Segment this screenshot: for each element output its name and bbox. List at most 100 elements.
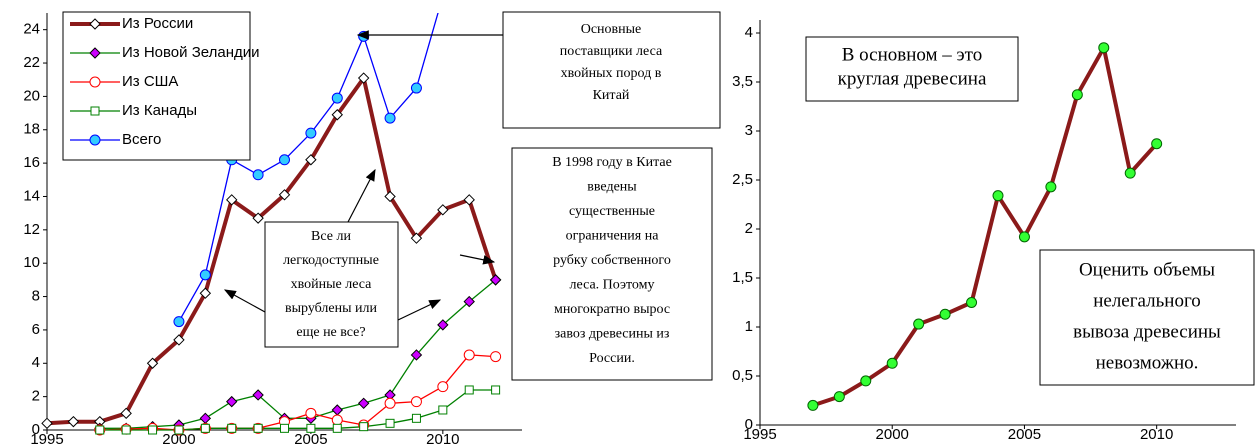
annotation-text: Китай <box>593 88 630 103</box>
y-tick-label: 8 <box>32 288 40 305</box>
annotation-text: Основные <box>581 22 642 37</box>
marker <box>199 269 211 281</box>
marker <box>89 134 101 146</box>
y-tick-label: 24 <box>23 21 40 38</box>
marker <box>359 422 369 432</box>
marker <box>89 18 101 30</box>
annotation-text: легкодоступные <box>283 253 379 268</box>
y-tick-label: 20 <box>23 87 40 104</box>
marker <box>833 391 845 403</box>
annotation-text: В основном – это <box>842 44 983 65</box>
marker <box>252 169 264 181</box>
marker <box>279 154 290 166</box>
annotation-text: нелегального <box>1093 290 1201 311</box>
series-line <box>47 76 498 426</box>
y-tick-label: 2,5 <box>732 171 753 188</box>
marker <box>332 423 342 433</box>
marker <box>331 404 343 416</box>
annotation-text: многократно вырос <box>554 302 670 317</box>
y-tick-label: 4 <box>745 24 753 41</box>
marker <box>491 385 501 395</box>
marker <box>305 127 317 139</box>
marker <box>226 395 238 408</box>
annotation-text: ограничения на <box>566 229 660 244</box>
annotation-text: рубку собственного <box>553 253 671 268</box>
marker <box>410 232 423 244</box>
marker <box>410 396 422 408</box>
marker <box>89 47 101 59</box>
x-tick-label: 1995 <box>743 426 776 443</box>
arrow <box>459 254 496 265</box>
marker <box>463 194 475 206</box>
y-tick-label: 2 <box>32 388 40 405</box>
marker <box>226 194 238 206</box>
annotation-text: завоз древесины из <box>555 327 670 342</box>
legend: Из России Из Новой Зеландии Из США Из Канад… <box>62 11 259 161</box>
legend-label: Из США <box>122 73 178 90</box>
marker <box>253 423 263 433</box>
series-markers <box>807 42 1163 411</box>
y-tick-label: 1 <box>745 318 753 335</box>
marker <box>252 212 264 224</box>
marker <box>146 357 159 369</box>
marker <box>200 423 210 433</box>
annotation-text: вывоза древесины <box>1073 321 1221 342</box>
marker <box>1151 138 1163 150</box>
legend-label: Из России <box>122 15 193 32</box>
annotation-text: круглая древесина <box>838 68 987 89</box>
y-tick-label: 12 <box>23 221 40 238</box>
marker <box>1071 89 1083 101</box>
note-box <box>805 36 1019 102</box>
marker <box>384 397 396 409</box>
series-markers <box>41 30 502 436</box>
x-tick-label: 1995 <box>30 431 63 448</box>
marker <box>410 349 423 361</box>
marker <box>305 154 317 166</box>
marker <box>120 407 132 420</box>
annotation-text: Все ли <box>311 229 351 244</box>
marker <box>148 425 158 435</box>
marker <box>121 425 131 435</box>
marker <box>173 316 185 328</box>
marker <box>90 106 100 116</box>
y-tick-label: 4 <box>32 354 40 371</box>
note-box <box>1039 249 1255 386</box>
marker <box>860 375 872 387</box>
marker <box>306 423 316 433</box>
annotation-text: еще не все? <box>296 325 365 340</box>
marker <box>437 381 449 393</box>
y-tick-label: 22 <box>23 54 40 71</box>
x-tick-label: 2000 <box>162 431 195 448</box>
marker <box>966 297 978 308</box>
y-tick-label: 2 <box>745 220 753 237</box>
marker <box>331 92 343 104</box>
marker <box>199 287 212 299</box>
marker <box>385 418 395 428</box>
marker <box>199 412 212 425</box>
marker <box>357 397 370 410</box>
marker <box>173 334 185 346</box>
arrow <box>223 289 266 313</box>
marker <box>489 274 502 286</box>
marker <box>89 76 101 88</box>
annotation-text: невозможно. <box>1096 352 1199 373</box>
marker <box>331 414 343 426</box>
annotation-text: Оценить объемы <box>1079 259 1215 280</box>
y-tick-label: 0,5 <box>732 367 753 384</box>
marker <box>913 318 925 330</box>
marker <box>305 407 317 419</box>
marker <box>41 417 53 430</box>
marker <box>437 319 449 331</box>
marker <box>174 425 184 435</box>
y-tick-label: 1,5 <box>732 269 753 286</box>
series-line <box>99 354 496 431</box>
marker <box>1018 231 1030 243</box>
legend-label: Всего <box>122 131 161 148</box>
annotation-text: введены <box>587 180 637 195</box>
marker <box>463 295 475 308</box>
right-chart: 0 0,5 1 1,5 2 2,5 3 3,5 4 1995 2000 2005 2010 <box>732 20 1236 443</box>
marker <box>490 351 502 363</box>
note-box <box>264 221 399 348</box>
